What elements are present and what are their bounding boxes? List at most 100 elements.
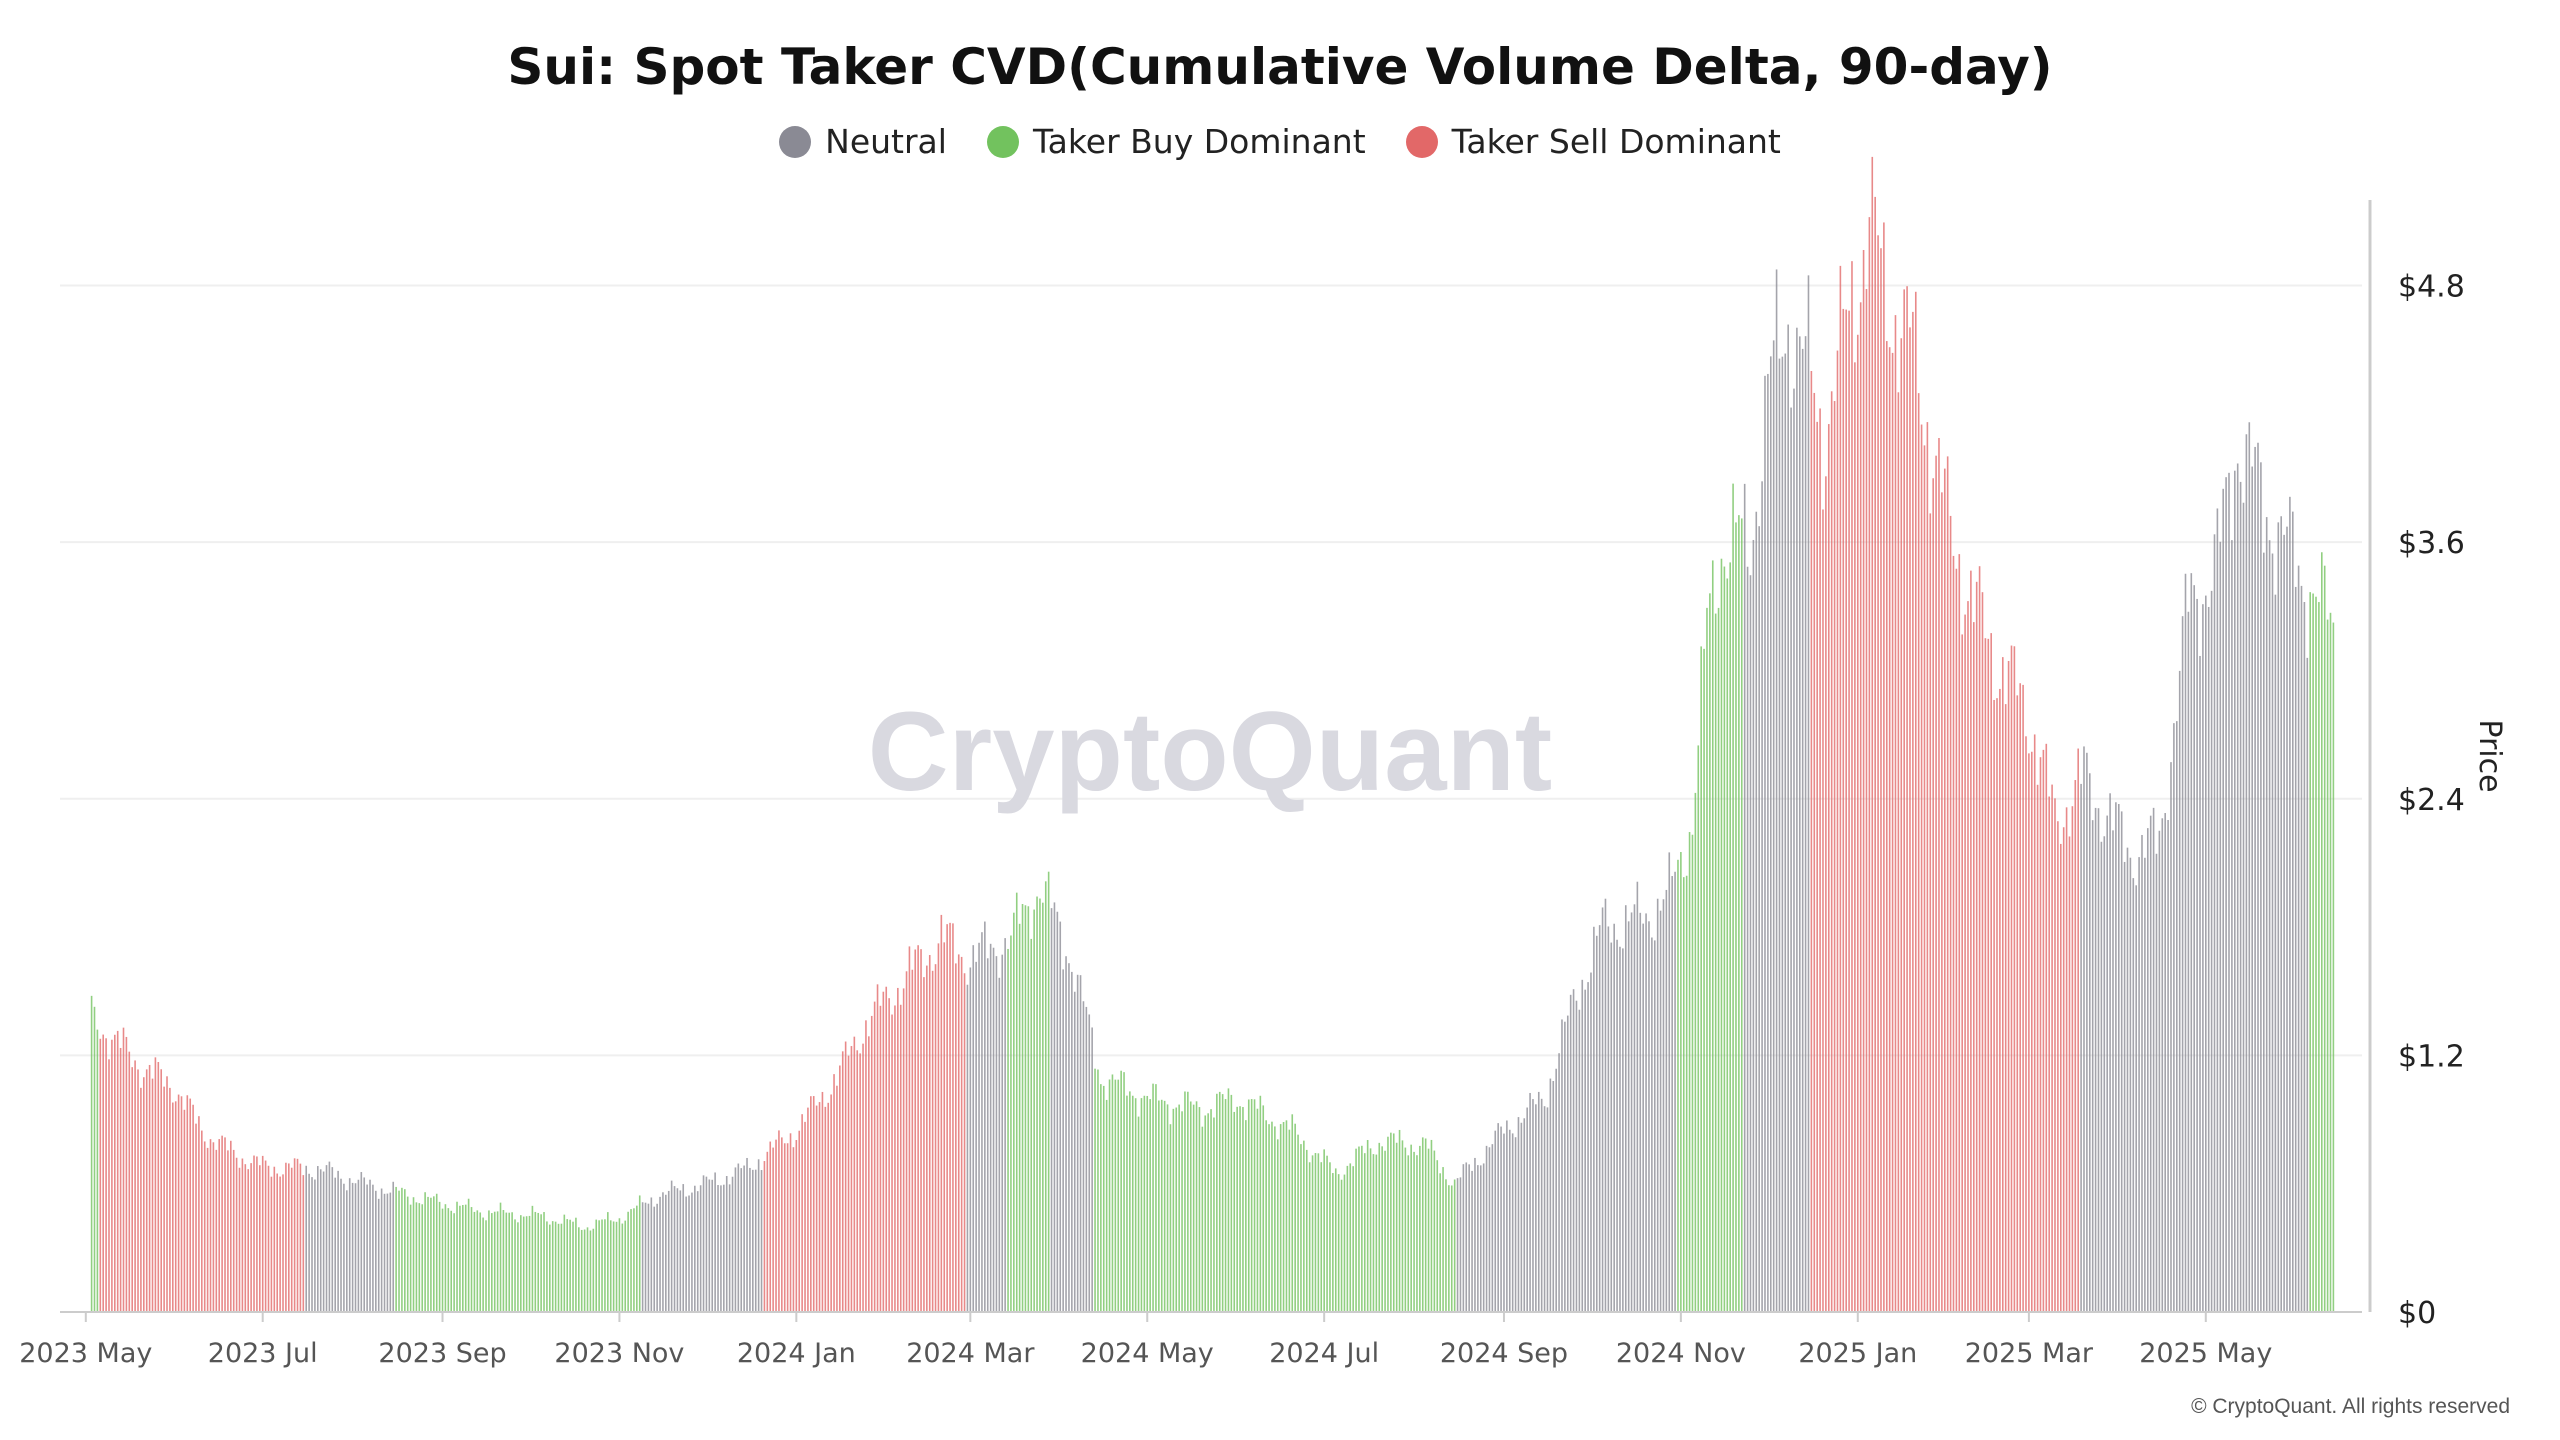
bar xyxy=(1697,745,1700,1312)
bar xyxy=(169,1087,171,1312)
bar xyxy=(1700,646,1702,1312)
bar xyxy=(775,1139,777,1312)
bar xyxy=(1622,948,1624,1312)
bar xyxy=(2054,798,2056,1312)
bar xyxy=(456,1201,458,1312)
bar xyxy=(99,1038,102,1312)
bar xyxy=(2146,828,2149,1312)
bar xyxy=(1943,468,1946,1313)
bar xyxy=(1784,353,1787,1312)
bar xyxy=(319,1169,322,1312)
bar xyxy=(2321,552,2323,1312)
bar xyxy=(1714,613,1717,1312)
bar xyxy=(1935,455,1937,1312)
bar xyxy=(528,1215,531,1312)
bar xyxy=(578,1227,580,1312)
bar xyxy=(580,1229,583,1312)
bar xyxy=(276,1173,279,1312)
bar xyxy=(215,1149,218,1312)
bar xyxy=(1271,1121,1273,1312)
bar xyxy=(1946,456,1949,1312)
bar xyxy=(1137,1116,1140,1312)
legend-item-neutral[interactable]: Neutral xyxy=(779,122,947,161)
bar xyxy=(1781,356,1784,1312)
bar xyxy=(636,1205,638,1312)
bar xyxy=(2126,847,2129,1312)
bar xyxy=(627,1211,629,1312)
bar xyxy=(1987,638,1990,1312)
bar xyxy=(261,1155,264,1312)
bar xyxy=(1665,889,1668,1312)
bar xyxy=(2007,660,2010,1312)
bar xyxy=(1474,1157,1476,1312)
bar xyxy=(656,1203,658,1312)
bar xyxy=(1102,1085,1105,1312)
bar xyxy=(1323,1149,1325,1312)
bar xyxy=(1001,954,1004,1312)
bar xyxy=(702,1175,705,1312)
bar xyxy=(183,1109,186,1312)
bar xyxy=(1584,989,1586,1312)
bar xyxy=(1633,904,1636,1312)
bar xyxy=(464,1204,467,1312)
bar xyxy=(601,1219,603,1312)
bar xyxy=(911,969,914,1312)
bar xyxy=(1975,581,1978,1312)
bar xyxy=(778,1130,780,1312)
bar xyxy=(1967,601,1969,1312)
bar xyxy=(511,1212,513,1312)
x-axis-ticks: 2023 May 2023 Jul 2023 Sep 2023 Nov 2024 Jan… xyxy=(19,1312,2272,1369)
bar xyxy=(1903,289,1905,1312)
bar xyxy=(2228,472,2230,1312)
bar xyxy=(2176,721,2178,1312)
bar xyxy=(2280,516,2282,1312)
bar xyxy=(1056,911,1059,1312)
bar xyxy=(1085,1006,1088,1312)
bar xyxy=(650,1197,653,1312)
bar xyxy=(1877,235,1879,1312)
bar xyxy=(1566,1015,1569,1312)
bar xyxy=(1659,910,1662,1312)
bar xyxy=(1187,1091,1189,1312)
bar xyxy=(1071,971,1073,1312)
bar xyxy=(1813,392,1816,1312)
bar xyxy=(1239,1106,1241,1312)
bar xyxy=(1024,905,1027,1312)
bar xyxy=(201,1130,203,1312)
bar xyxy=(1320,1162,1323,1312)
bar xyxy=(1639,912,1642,1312)
bar xyxy=(801,1114,803,1312)
bar xyxy=(589,1230,592,1312)
bar xyxy=(696,1191,699,1312)
bar xyxy=(749,1167,751,1312)
bar xyxy=(1880,248,1882,1313)
bar xyxy=(505,1212,508,1312)
bar xyxy=(1485,1145,1488,1312)
bar xyxy=(1653,940,1656,1312)
bar xyxy=(2239,481,2242,1312)
bar xyxy=(905,971,908,1312)
bar xyxy=(1210,1109,1212,1312)
bar xyxy=(662,1192,664,1312)
bar xyxy=(244,1164,247,1312)
bar xyxy=(1366,1140,1369,1312)
bar xyxy=(1039,898,1041,1312)
bar xyxy=(1999,688,2001,1312)
bar xyxy=(1720,558,1723,1312)
bar xyxy=(1648,921,1650,1312)
legend-label-neutral: Neutral xyxy=(825,122,947,161)
bar xyxy=(575,1217,577,1312)
legend-item-taker-buy[interactable]: Taker Buy Dominant xyxy=(986,122,1366,161)
bar xyxy=(978,942,980,1312)
legend-item-taker-sell[interactable]: Taker Sell Dominant xyxy=(1405,122,1781,161)
bar xyxy=(1279,1124,1282,1312)
bar xyxy=(125,1036,128,1312)
bar xyxy=(2028,753,2030,1312)
bar xyxy=(821,1091,824,1312)
bar xyxy=(508,1212,511,1312)
bar xyxy=(1111,1074,1114,1312)
bar xyxy=(1160,1099,1163,1312)
bar xyxy=(949,922,951,1312)
bar xyxy=(1677,859,1679,1312)
